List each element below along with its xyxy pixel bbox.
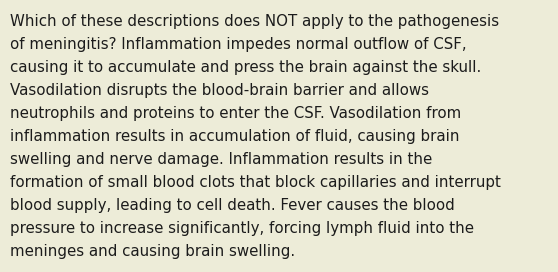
Text: of meningitis? Inflammation impedes normal outflow of CSF,: of meningitis? Inflammation impedes norm… bbox=[10, 37, 466, 52]
Text: swelling and nerve damage. Inflammation results in the: swelling and nerve damage. Inflammation … bbox=[10, 152, 432, 167]
Text: meninges and causing brain swelling.: meninges and causing brain swelling. bbox=[10, 244, 295, 259]
Text: inflammation results in accumulation of fluid, causing brain: inflammation results in accumulation of … bbox=[10, 129, 459, 144]
Text: pressure to increase significantly, forcing lymph fluid into the: pressure to increase significantly, forc… bbox=[10, 221, 474, 236]
Text: Which of these descriptions does NOT apply to the pathogenesis: Which of these descriptions does NOT app… bbox=[10, 14, 499, 29]
Text: causing it to accumulate and press the brain against the skull.: causing it to accumulate and press the b… bbox=[10, 60, 481, 75]
Text: Vasodilation disrupts the blood-brain barrier and allows: Vasodilation disrupts the blood-brain ba… bbox=[10, 83, 429, 98]
Text: formation of small blood clots that block capillaries and interrupt: formation of small blood clots that bloc… bbox=[10, 175, 501, 190]
Text: blood supply, leading to cell death. Fever causes the blood: blood supply, leading to cell death. Fev… bbox=[10, 198, 455, 213]
Text: neutrophils and proteins to enter the CSF. Vasodilation from: neutrophils and proteins to enter the CS… bbox=[10, 106, 461, 121]
